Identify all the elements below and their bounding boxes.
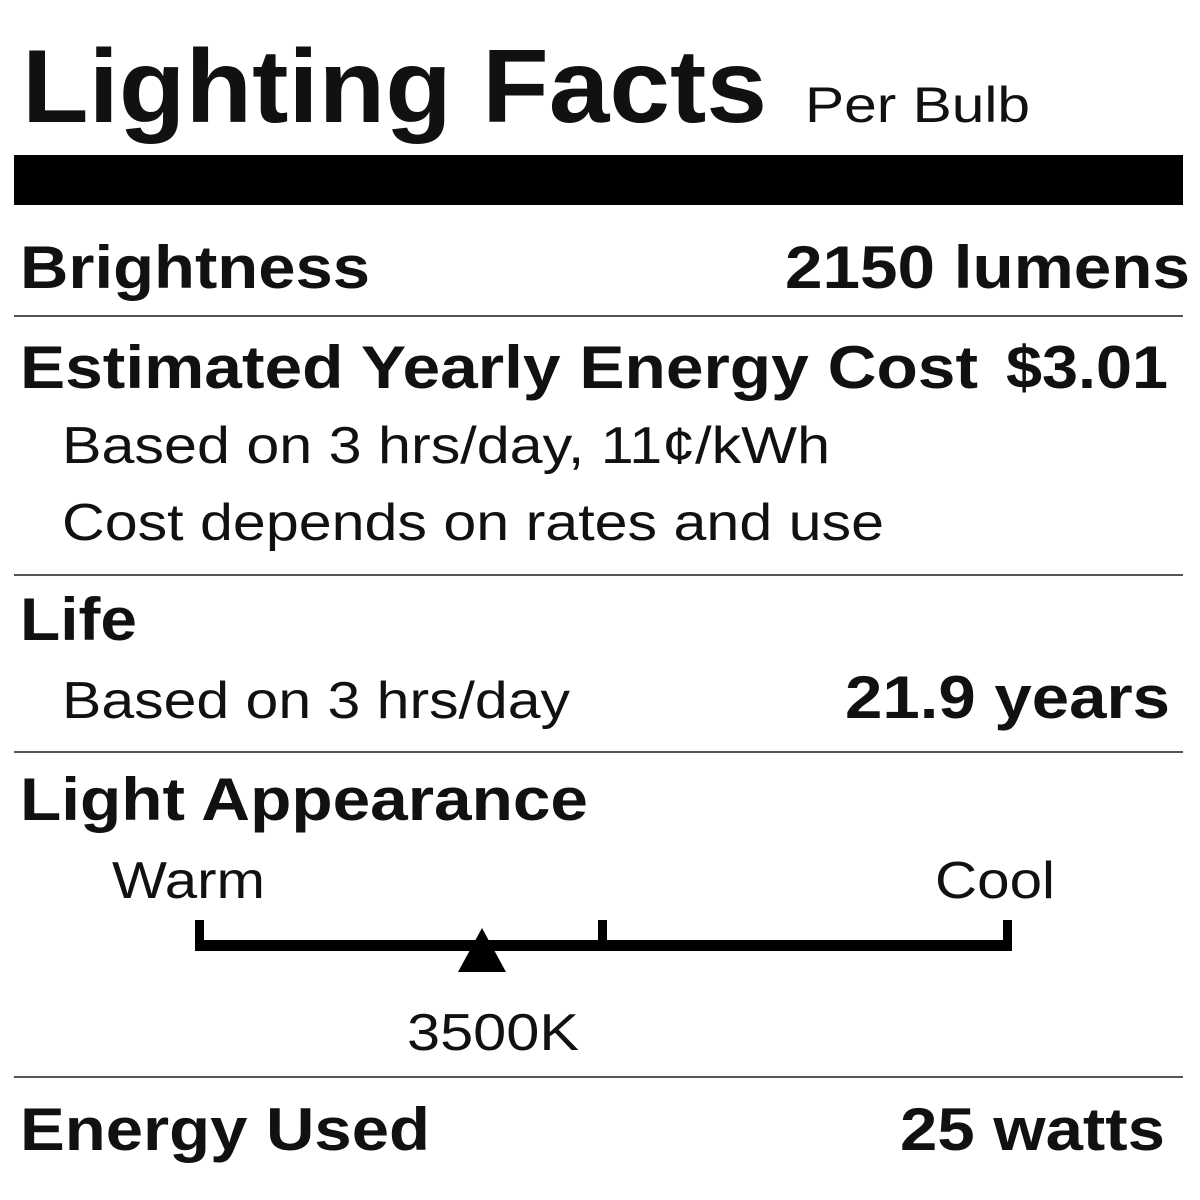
energy-label: Energy Used: [20, 1096, 430, 1163]
cool-label: Cool: [935, 852, 1055, 910]
scale-tick: [195, 920, 204, 950]
brightness-value: 2150 lumens: [785, 234, 1190, 301]
cost-value: $3.01: [1006, 334, 1168, 401]
scale-tick: [598, 920, 607, 950]
cost-note: Based on 3 hrs/day, 11¢/kWh: [62, 417, 830, 475]
warm-label: Warm: [112, 852, 265, 910]
brightness-label: Brightness: [20, 234, 370, 301]
appearance-label: Light Appearance: [20, 766, 588, 833]
cost-note: Cost depends on rates and use: [62, 494, 884, 552]
cost-label: Estimated Yearly Energy Cost: [20, 334, 978, 401]
life-note: Based on 3 hrs/day: [62, 672, 570, 730]
scale-marker: [458, 928, 506, 972]
header-bar: [14, 155, 1183, 205]
title: Lighting Facts: [22, 29, 767, 145]
life-value: 21.9 years: [845, 664, 1170, 731]
energy-value: 25 watts: [900, 1096, 1165, 1163]
life-label: Life: [20, 586, 137, 653]
color-scale: [195, 920, 1012, 972]
subtitle: Per Bulb: [805, 77, 1030, 133]
scale-tick: [1003, 920, 1012, 950]
marker-label: 3500K: [407, 1004, 579, 1062]
